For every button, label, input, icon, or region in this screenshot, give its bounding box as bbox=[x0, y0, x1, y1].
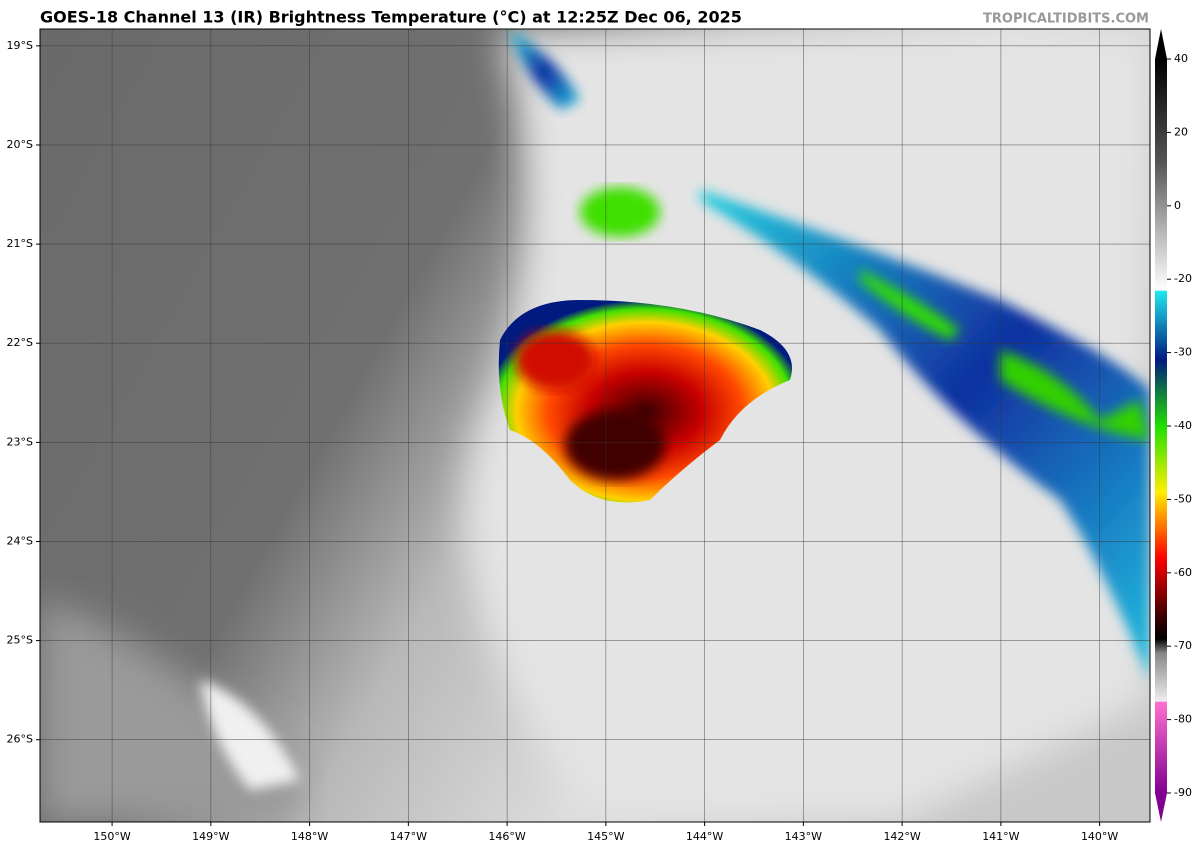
lon-tick-label: 146°W bbox=[488, 830, 525, 843]
lon-tick-label: 142°W bbox=[883, 830, 920, 843]
colorbar-tick-label: 20 bbox=[1174, 125, 1188, 138]
colorbar-tick-label: -80 bbox=[1174, 713, 1192, 726]
lat-tick-label: 21°S bbox=[7, 237, 33, 250]
lon-tick-label: 147°W bbox=[390, 830, 427, 843]
colorbar-tick-label: -90 bbox=[1174, 786, 1192, 799]
map-frame bbox=[39, 28, 1151, 823]
lon-tick-label: 140°W bbox=[1081, 830, 1118, 843]
lon-tick-label: 149°W bbox=[192, 830, 229, 843]
graticule bbox=[40, 29, 1150, 822]
colorbar-tick-label: -70 bbox=[1174, 639, 1192, 652]
lat-tick-label: 22°S bbox=[7, 336, 33, 349]
colorbar-tick-label: -60 bbox=[1174, 566, 1192, 579]
lat-tick-label: 20°S bbox=[7, 138, 33, 151]
lon-tick-label: 141°W bbox=[982, 830, 1019, 843]
colorbar-top-arrow bbox=[1155, 29, 1167, 59]
colorbar-tick-label: -30 bbox=[1174, 346, 1192, 359]
colorbar-tick-label: -20 bbox=[1174, 272, 1192, 285]
lat-tick-label: 24°S bbox=[7, 534, 33, 547]
lon-tick-label: 148°W bbox=[291, 830, 328, 843]
lon-tick-label: 150°W bbox=[93, 830, 130, 843]
lat-tick-label: 23°S bbox=[7, 435, 33, 448]
lat-tick-label: 25°S bbox=[7, 634, 33, 647]
lat-tick-label: 26°S bbox=[7, 733, 33, 746]
colorbar-tick-label: -50 bbox=[1174, 492, 1192, 505]
colorbar bbox=[1155, 59, 1167, 793]
colorbar-tick-label: 40 bbox=[1174, 52, 1188, 65]
colorbar-tick-label: -40 bbox=[1174, 419, 1192, 432]
lon-tick-label: 145°W bbox=[587, 830, 624, 843]
satellite-image bbox=[40, 29, 1150, 822]
watermark: TROPICALTIDBITS.COM bbox=[983, 12, 1149, 27]
lon-tick-label: 143°W bbox=[785, 830, 822, 843]
lon-tick-label: 144°W bbox=[686, 830, 723, 843]
colorbar-tick-label: 0 bbox=[1174, 199, 1181, 212]
lat-tick-label: 19°S bbox=[7, 39, 33, 52]
colorbar-bottom-arrow bbox=[1155, 793, 1167, 822]
title: GOES-18 Channel 13 (IR) Brightness Tempe… bbox=[40, 8, 742, 27]
